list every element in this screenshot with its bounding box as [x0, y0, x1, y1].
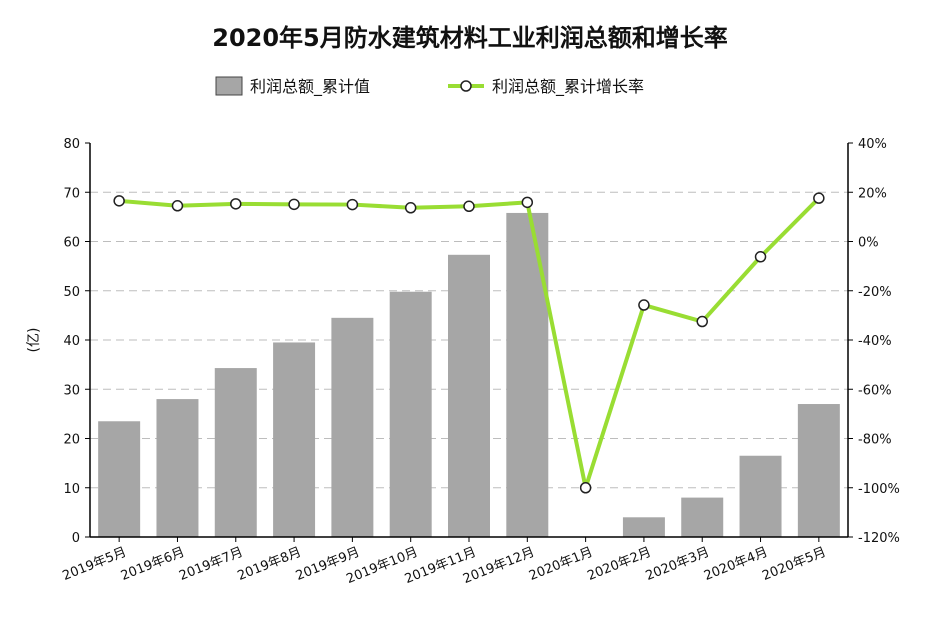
x-tick-label: 2019年7月	[177, 545, 245, 584]
growth-point	[521, 196, 534, 209]
y-tick-label: 20	[63, 433, 80, 448]
x-tick-label: 2020年1月	[527, 545, 595, 584]
growth-point	[404, 202, 417, 214]
bar	[273, 342, 316, 537]
bar	[797, 404, 840, 537]
bar	[214, 368, 257, 537]
growth-point	[288, 198, 300, 211]
y2-tick-label: 40%	[858, 137, 887, 152]
y-tick-label: 10	[63, 482, 80, 497]
x-tick-label: 2020年2月	[585, 545, 653, 584]
x-tick-label: 2020年5月	[760, 545, 828, 584]
y2-tick-label: 20%	[858, 186, 887, 201]
y2-tick-label: -40%	[858, 334, 892, 349]
growth-point	[579, 482, 592, 494]
bar	[681, 497, 724, 537]
x-tick-label: 2020年3月	[644, 545, 712, 584]
growth-point	[754, 251, 767, 263]
bar	[506, 212, 549, 537]
growth-point	[113, 195, 125, 207]
y2-tick-label: -20%	[858, 285, 892, 300]
bar	[448, 254, 490, 538]
growth-point	[638, 299, 650, 311]
y-tick-label: 40	[63, 334, 80, 349]
chart-title: 2020年5月防水建筑材料工业利润总额和增长率	[212, 24, 728, 52]
y2-tick-label: -120%	[858, 531, 900, 546]
bar	[622, 517, 665, 537]
growth-point	[813, 192, 825, 204]
y-axis-label: (亿)	[26, 328, 42, 353]
legend-label-line: 利润总额_累计增长率	[492, 77, 644, 97]
growth-point	[230, 198, 242, 210]
y2-tick-label: 0%	[858, 236, 879, 251]
x-tick-label: 2019年5月	[61, 545, 129, 584]
bar	[98, 421, 141, 537]
bar	[739, 455, 782, 537]
legend-swatch-bar	[215, 76, 243, 96]
x-tick-label: 2019年6月	[119, 545, 187, 584]
y-tick-label: 70	[63, 186, 80, 201]
y2-tick-label: -60%	[858, 383, 892, 398]
bar	[331, 317, 374, 537]
growth-point	[346, 198, 359, 211]
x-tick-label: 2019年8月	[236, 545, 304, 584]
growth-point	[463, 200, 475, 213]
y2-tick-label: -100%	[858, 482, 900, 497]
y-tick-label: 0	[72, 531, 80, 546]
growth-point	[696, 315, 708, 328]
y-tick-label: 30	[63, 383, 80, 398]
bar	[156, 399, 199, 537]
y-tick-label: 50	[63, 285, 80, 300]
x-tick-label: 2020年4月	[702, 545, 770, 584]
legend-swatch-marker	[460, 80, 472, 92]
y-tick-label: 60	[63, 236, 80, 251]
y-tick-label: 80	[63, 137, 80, 152]
bar	[389, 291, 432, 537]
y2-tick-label: -80%	[858, 433, 892, 448]
growth-point	[171, 200, 184, 212]
legend-label-bar: 利润总额_累计值	[250, 77, 370, 97]
